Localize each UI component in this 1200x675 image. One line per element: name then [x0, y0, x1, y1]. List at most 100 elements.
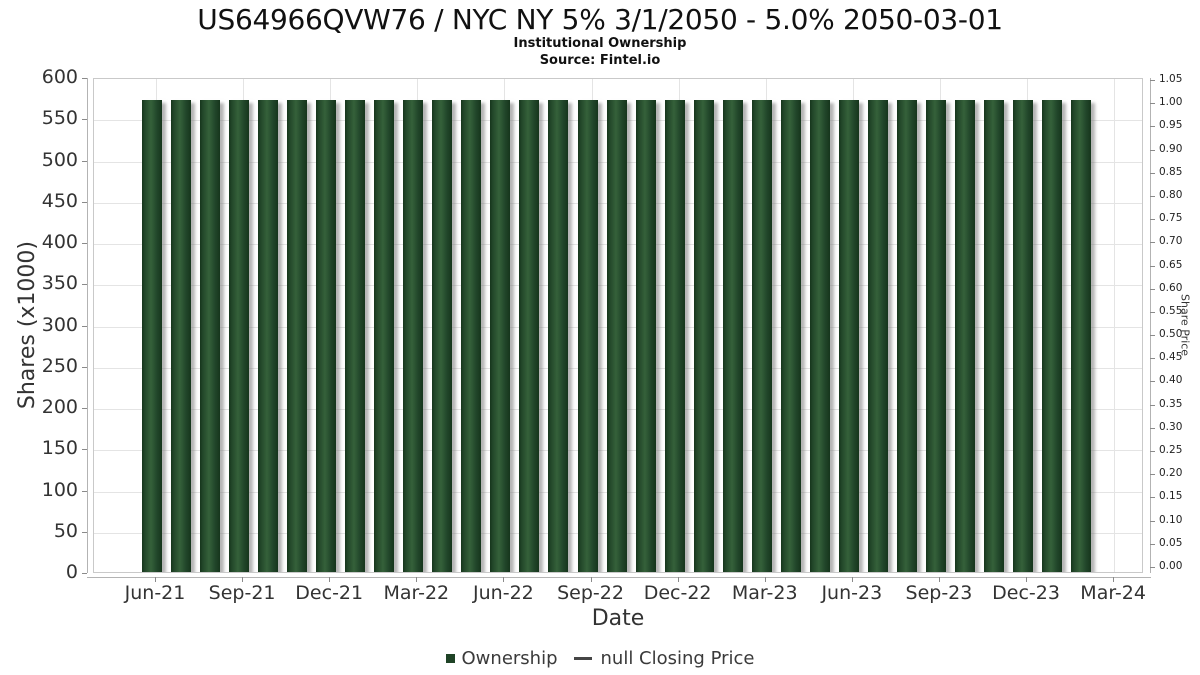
x-axis-title: Date [591, 606, 645, 631]
ownership-bar[interactable] [345, 99, 366, 572]
right-axis-tick [1150, 195, 1155, 197]
right-axis-tick-label: 0.80 [1159, 188, 1183, 201]
right-axis-tick-label: 0.50 [1159, 328, 1183, 341]
ownership-bar[interactable] [490, 99, 511, 572]
x-axis-tick [503, 577, 505, 582]
right-axis-line [1150, 78, 1151, 573]
ownership-bar[interactable] [258, 99, 279, 572]
right-axis-tick-label: 0.70 [1159, 235, 1183, 248]
x-axis-tick [1113, 577, 1115, 582]
ownership-bar[interactable] [519, 99, 540, 572]
chart-title: US64966QVW76 / NYC NY 5% 3/1/2050 - 5.0%… [197, 3, 1003, 36]
x-axis-tick [1026, 577, 1028, 582]
y-axis-tick-label: 100 [41, 478, 78, 501]
right-axis-tick [1150, 80, 1155, 81]
x-axis-tick-label: Mar-24 [1080, 582, 1146, 604]
right-axis-tick [1150, 172, 1155, 174]
ownership-bar[interactable] [461, 99, 482, 572]
ownership-bar[interactable] [1071, 99, 1092, 572]
x-axis-tick-label: Dec-22 [643, 582, 712, 604]
ownership-bar[interactable] [780, 99, 801, 572]
x-axis-tick-label: Dec-21 [295, 582, 364, 604]
x-axis-tick [329, 577, 331, 582]
y-axis-tick-label: 200 [41, 396, 78, 418]
closing-price-series-line-icon [573, 656, 592, 660]
right-axis-tick [1150, 404, 1155, 406]
ownership-bar[interactable] [171, 99, 192, 572]
y-axis-tick-label: 150 [41, 437, 78, 460]
x-axis-tick-label: Jun-21 [124, 582, 186, 604]
y-axis-tick [82, 325, 87, 327]
ownership-bar[interactable] [693, 99, 714, 572]
right-axis-tick [1150, 126, 1155, 128]
right-axis-tick-label: 0.20 [1159, 467, 1183, 480]
right-axis-tick-label: 0.45 [1159, 351, 1183, 364]
ownership-bar[interactable] [664, 99, 685, 572]
ownership-bar[interactable] [548, 99, 569, 572]
right-axis-tick [1150, 103, 1155, 105]
y-axis-title-right-text: Share Price [1178, 294, 1192, 357]
right-axis-tick [1150, 242, 1155, 244]
right-axis-tick [1150, 311, 1155, 313]
ownership-bar[interactable] [635, 99, 656, 572]
ownership-bar[interactable] [954, 99, 975, 572]
ownership-bar[interactable] [751, 99, 772, 572]
legend-ownership-label: Ownership [461, 647, 558, 669]
legend-item-ownership[interactable]: Ownership [445, 647, 558, 669]
legend: Ownership null Closing Price [0, 645, 1200, 671]
ownership-bar[interactable] [984, 99, 1004, 572]
right-axis-tick [1150, 451, 1155, 453]
y-axis-tick-label: 400 [41, 231, 78, 253]
legend-closing-price-label: null Closing Price [600, 647, 755, 669]
x-axis-tick [764, 577, 766, 582]
ownership-bar[interactable] [403, 99, 424, 572]
right-axis-tick [1150, 288, 1155, 290]
y-axis-tick-label: 50 [53, 519, 78, 542]
ownership-bar[interactable] [1013, 99, 1034, 572]
y-axis-tick [82, 284, 87, 286]
x-axis-tick-label: Mar-22 [383, 582, 450, 604]
ownership-bar[interactable] [374, 99, 395, 572]
ownership-bar[interactable] [287, 99, 308, 572]
ownership-bar[interactable] [432, 99, 453, 572]
right-axis-tick [1150, 427, 1155, 429]
x-axis-tick-label: Sep-23 [905, 582, 973, 604]
chart-source-label: Source: Fintel.io [539, 53, 661, 68]
ownership-bar[interactable] [577, 99, 598, 572]
ownership-bar[interactable] [229, 99, 250, 572]
ownership-bar[interactable] [838, 99, 859, 572]
x-axis-tick-label: Dec-23 [992, 582, 1060, 604]
y-axis-tick [82, 449, 87, 451]
x-axis-tick [590, 577, 592, 582]
ownership-bar[interactable] [925, 99, 946, 572]
ownership-bar[interactable] [896, 99, 917, 572]
legend-item-closing-price[interactable]: null Closing Price [558, 647, 755, 669]
ownership-bar[interactable] [316, 99, 337, 572]
right-axis-tick-label: 0.35 [1159, 397, 1183, 410]
y-axis-tick-label: 250 [41, 354, 78, 377]
ownership-bar[interactable] [722, 99, 743, 572]
right-axis-tick-label: 0.15 [1159, 490, 1183, 503]
ownership-bar[interactable] [142, 99, 162, 572]
y-axis-tick-label: 500 [41, 148, 78, 171]
right-axis-tick-label: 0.60 [1159, 281, 1183, 294]
ownership-bar[interactable] [1042, 99, 1063, 572]
x-axis-tick [155, 577, 156, 582]
ownership-series-swatch-icon [445, 653, 455, 663]
right-axis-tick [1150, 543, 1155, 545]
ownership-bar[interactable] [809, 99, 830, 572]
y-axis-tick [82, 78, 87, 79]
right-axis-tick-label: 0.90 [1159, 142, 1183, 155]
x-axis-tick-label: Sep-22 [557, 582, 624, 604]
ownership-bar[interactable] [200, 99, 221, 572]
y-axis-tick-label: 600 [41, 66, 78, 88]
x-axis-tick [938, 577, 940, 582]
x-axis-tick [677, 577, 679, 582]
y-axis-tick-label: 300 [41, 313, 78, 336]
x-axis-line [87, 577, 1151, 578]
y-axis-tick [82, 201, 87, 203]
right-axis-tick [1150, 149, 1155, 151]
ownership-bar[interactable] [867, 99, 888, 572]
ownership-bar[interactable] [606, 99, 627, 572]
